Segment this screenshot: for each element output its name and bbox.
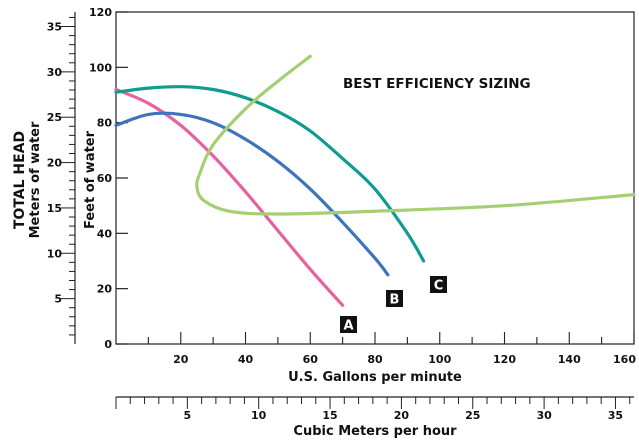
svg-text:B: B (390, 293, 400, 308)
feet-tick-label: 80 (97, 117, 113, 130)
curve-label-a: A (340, 316, 357, 334)
feet-tick-label: 20 (97, 283, 113, 296)
gpm-tick-label: 40 (238, 353, 254, 366)
curve-b (114, 111, 390, 277)
meters-tick-label: 10 (47, 247, 63, 260)
gpm-axis-ticks: 20 40 60 80 100 120 140 160 (147, 332, 636, 366)
cm-tick-label: 35 (608, 409, 623, 422)
total-head-title: TOTAL HEAD (12, 131, 28, 229)
cm-tick-label: 10 (251, 409, 267, 422)
meters-axis-ticks: 5 10 15 20 25 30 35 (47, 16, 75, 336)
cm-tick-label: 30 (536, 409, 552, 422)
meters-tick-label: 25 (47, 111, 62, 124)
cm-tick-label: 25 (465, 409, 480, 422)
meters-tick-label: 35 (47, 21, 62, 34)
gpm-tick-label: 100 (428, 353, 451, 366)
cubic-meters-axis-title: Cubic Meters per hour (293, 424, 457, 439)
meters-tick-label: 15 (47, 202, 62, 215)
cubic-meters-axis-ticks: 5 10 15 20 25 30 35 (115, 397, 631, 422)
gpm-tick-label: 60 (303, 353, 319, 366)
curve-a (114, 87, 345, 307)
feet-tick-label: 120 (89, 6, 112, 19)
gpm-tick-label: 140 (558, 353, 581, 366)
feet-tick-label: 60 (97, 172, 113, 185)
feet-tick-label: 40 (97, 227, 113, 240)
gpm-tick-label: 160 (613, 353, 636, 366)
meters-axis-title: Meters of water (28, 121, 43, 238)
gpm-tick-label: 20 (173, 353, 189, 366)
pump-curves (114, 54, 636, 307)
meters-tick-label: 30 (47, 66, 63, 79)
feet-tick-label: 100 (89, 61, 112, 74)
curve-c (114, 85, 426, 263)
svg-text:A: A (343, 319, 353, 334)
curve-efficiency (195, 54, 636, 216)
curve-label-b: B (386, 290, 403, 308)
curve-label-c: C (430, 276, 447, 294)
cm-tick-label: 20 (394, 409, 410, 422)
feet-axis-title: Feet of water (83, 130, 98, 229)
feet-tick-label: 0 (104, 338, 112, 351)
cm-tick-label: 5 (184, 409, 192, 422)
gpm-tick-label: 80 (367, 353, 383, 366)
svg-text:C: C (434, 279, 444, 294)
gpm-tick-label: 120 (493, 353, 516, 366)
meters-tick-label: 20 (47, 157, 63, 170)
cm-tick-label: 15 (322, 409, 337, 422)
meters-tick-label: 5 (54, 293, 62, 306)
chart-title: BEST EFFICIENCY SIZING (343, 76, 531, 92)
gpm-axis-title: U.S. Gallons per minute (288, 370, 462, 385)
plot-frame (115, 11, 635, 345)
